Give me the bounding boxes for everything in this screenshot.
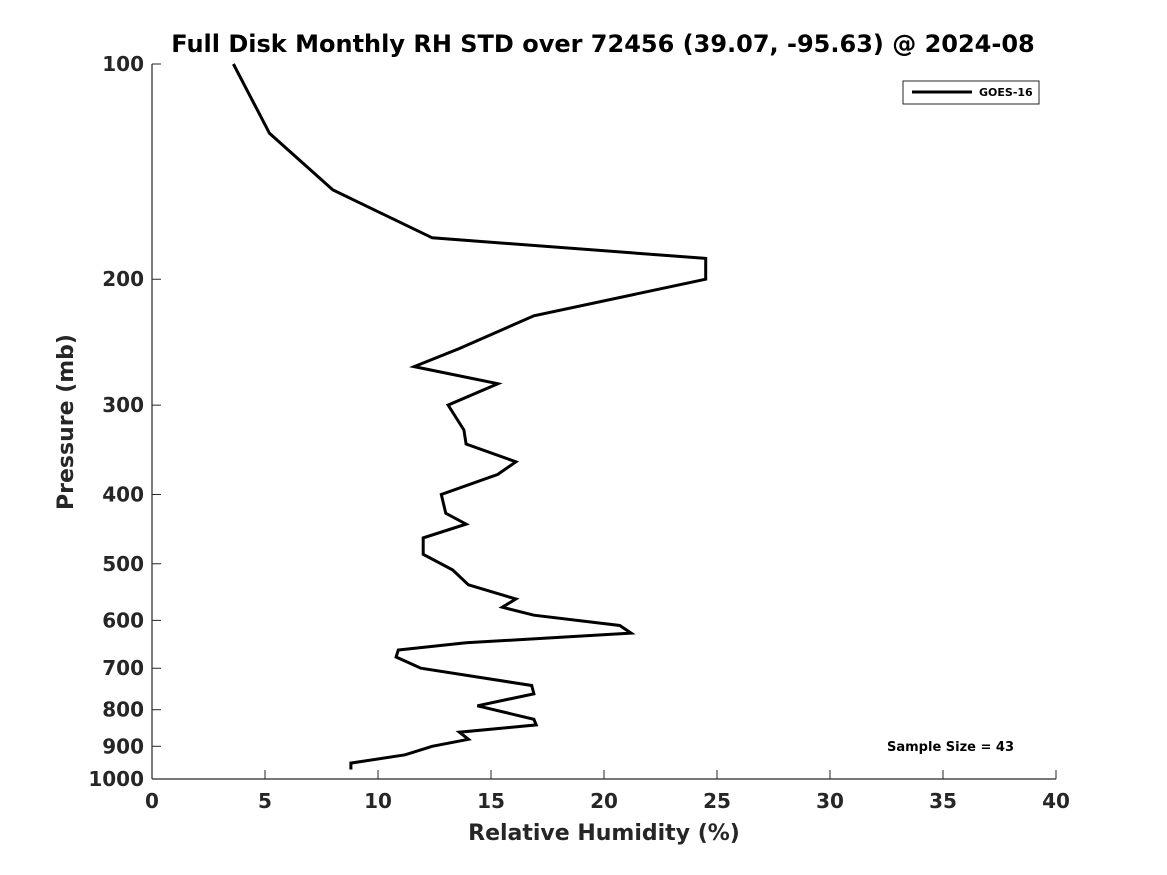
y-tick-label-600: 600 [102,608,144,632]
y-tick-label-400: 400 [102,482,144,506]
y-tick-label-100: 100 [102,52,144,76]
x-tick-label-10: 10 [364,789,392,813]
y-tick-label-500: 500 [102,552,144,576]
y-tick-label-200: 200 [102,267,144,291]
y-tick-label-700: 700 [102,656,144,680]
y-tick-label-1000: 1000 [88,767,144,791]
x-tick-label-40: 40 [1042,789,1070,813]
x-tick-label-20: 20 [590,789,618,813]
legend-label-goes-16: GOES-16 [979,86,1033,99]
x-ticks: 0 5 10 15 20 25 30 35 40 [145,770,1070,813]
x-tick-label-35: 35 [929,789,957,813]
series-group [232,63,708,770]
y-tick-label-300: 300 [102,393,144,417]
y-ticks: 100 200 300 400 500 600 700 800 900 1000 [88,52,161,791]
x-tick-label-0: 0 [145,789,159,813]
x-tick-label-30: 30 [816,789,844,813]
x-tick-label-25: 25 [703,789,731,813]
x-axis-label: Relative Humidity (%) [468,821,740,846]
y-tick-label-800: 800 [102,698,144,722]
y-axis-label: Pressure (mb) [54,334,79,510]
series-line-goes-16 [232,63,708,770]
x-tick-label-15: 15 [477,789,505,813]
chart-title: Full Disk Monthly RH STD over 72456 (39.… [171,30,1034,58]
sample-size-annotation: Sample Size = 43 [887,740,1014,755]
x-tick-label-5: 5 [258,789,272,813]
legend: GOES-16 [902,80,1040,105]
y-tick-label-900: 900 [102,734,144,758]
